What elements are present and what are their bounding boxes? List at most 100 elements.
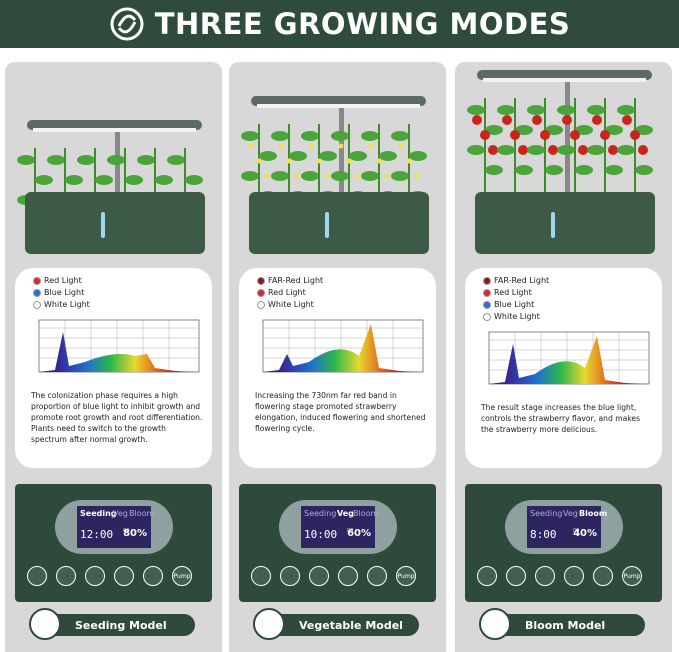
light-icon [33,288,41,297]
control-button[interactable] [280,566,300,586]
mode-column: FAR-Red Light Red Light White Light Increa… [229,62,446,652]
light-icon [257,288,265,297]
lcd-screen: Seeding Veg Bloom 10:00 00 60% [301,506,379,548]
info-card: Red Light Blue Light White Light The colon… [15,268,212,468]
light-icon [257,300,265,309]
light-label: FAR-Red Light [268,276,324,285]
display-frame: Seeding Veg Bloom 10:00 00 60% [279,500,397,554]
time: 12:00 [80,528,114,541]
light-label: Blue Light [44,288,85,297]
control-button[interactable] [143,566,163,586]
mode-label: Seeding [530,509,563,518]
control-button[interactable] [309,566,329,586]
control-button[interactable] [56,566,76,586]
control-button[interactable]: Pump [172,566,192,586]
control-panel: Seeding Veg Bloom 12:00 00 80% Pump [15,484,212,602]
light-item: FAR-Red Light [257,276,323,285]
mode-label: Veg [563,509,578,518]
light-label: Red Light [268,288,306,297]
light-label: White Light [494,312,540,321]
planter [17,120,205,254]
mode-label: Seeding [304,509,337,518]
level: 40% [573,528,597,539]
light-label: FAR-Red Light [494,276,550,285]
light-item: FAR-Red Light [483,276,549,285]
planter-illustration [455,62,672,266]
model-icon [479,608,511,640]
title: THREE GROWING MODES [154,7,571,41]
light-label: White Light [44,300,90,309]
description: Increasing the 730nm far red band in flo… [255,391,426,433]
model-icon [29,608,61,640]
lcd-screen: Seeding Veg Bloom 12:00 00 80% [77,506,155,548]
mode-label: Bloom [129,509,155,518]
seconds: 00 [347,528,354,534]
control-button[interactable] [593,566,613,586]
info-card: FAR-Red Light Red Light White Light Increa… [239,268,436,468]
light-icon [257,276,265,285]
light-item: White Light [33,300,90,309]
control-button[interactable] [251,566,271,586]
model-name: Vegetable Model [299,618,403,632]
seconds: 00 [573,528,580,534]
display-frame: Seeding Veg Bloom 8:00 00 40% [505,500,623,554]
light-item: White Light [257,300,314,309]
mode-label: Bloom [353,509,379,518]
light-item: Blue Light [33,288,84,297]
header-icon [110,7,144,41]
light-item: Red Light [483,288,532,297]
light-item: Red Light [257,288,306,297]
mode-column: FAR-Red Light Red Light Blue Light White Li… [455,62,672,652]
level: 60% [347,528,371,539]
light-icon [483,288,491,297]
light-label: Red Light [44,276,82,285]
control-button[interactable] [506,566,526,586]
time: 8:00 [530,528,557,541]
mode-label: Seeding [80,509,117,518]
control-button[interactable]: Pump [396,566,416,586]
level: 80% [123,528,147,539]
planter-illustration [229,62,446,266]
spectrum [38,319,200,373]
control-button[interactable] [85,566,105,586]
seconds: 00 [123,528,130,534]
control-button[interactable] [27,566,47,586]
time: 10:00 [304,528,338,541]
light-item: Blue Light [483,300,534,309]
model-badge: Seeding Model [29,608,195,640]
control-button[interactable]: Pump [622,566,642,586]
light-label: Red Light [494,288,532,297]
model-badge: Bloom Model [479,608,645,640]
model-badge: Vegetable Model [253,608,419,640]
planter [241,96,429,254]
spectrum-chart [25,316,205,386]
control-button[interactable] [477,566,497,586]
light-item: Red Light [33,276,82,285]
mode-label: Veg [113,509,128,518]
light-label: Blue Light [494,300,535,309]
mode-column: Red Light Blue Light White Light The colon… [5,62,222,652]
light-label: White Light [268,300,314,309]
lcd-screen: Seeding Veg Bloom 8:00 00 40% [527,506,607,548]
light-icon [483,276,491,285]
spectrum-chart [249,316,429,386]
header: THREE GROWING MODES [0,0,679,48]
control-panel: Seeding Veg Bloom 10:00 00 60% Pump [239,484,436,602]
info-card: FAR-Red Light Red Light Blue Light White Li… [465,268,662,468]
model-name: Seeding Model [75,618,167,632]
planter-illustration [5,62,222,266]
planter [467,70,655,254]
spectrum [488,331,650,385]
control-button[interactable] [564,566,584,586]
model-icon [253,608,285,640]
control-button[interactable] [367,566,387,586]
control-button[interactable] [338,566,358,586]
mode-label: Bloom [579,509,608,518]
spectrum-chart [475,328,655,398]
control-button[interactable] [535,566,555,586]
light-icon [483,300,491,309]
control-button[interactable] [114,566,134,586]
display-frame: Seeding Veg Bloom 12:00 00 80% [55,500,173,554]
light-icon [483,312,491,321]
